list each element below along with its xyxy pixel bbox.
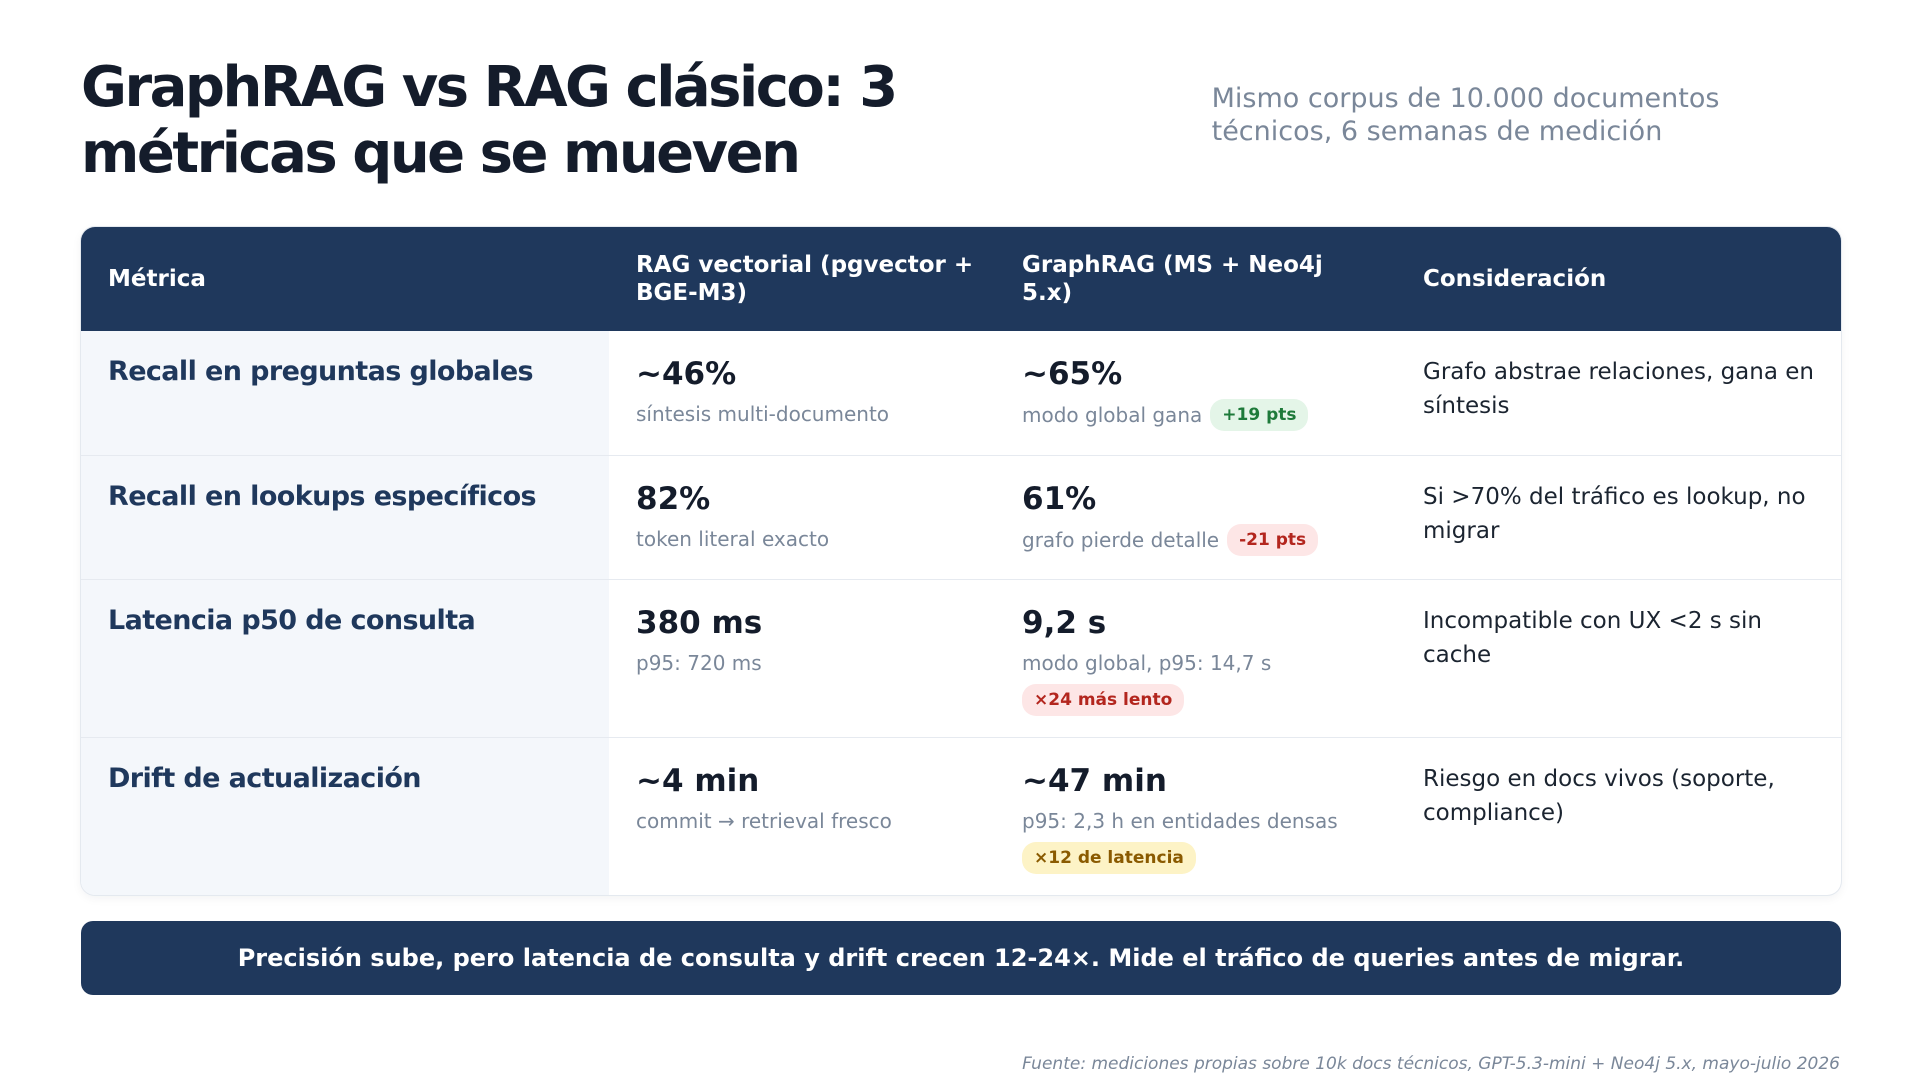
delta-badge: ×24 más lento	[1022, 684, 1185, 716]
consideration-text: Grafo abstrae relaciones, gana en síntes…	[1423, 359, 1814, 419]
graphrag-note: modo global, p95: 14,7 s	[1022, 651, 1272, 675]
rag-cell: ~46% síntesis multi-documento	[609, 331, 995, 455]
graphrag-cell: 9,2 s modo global, p95: 14,7 s ×24 más l…	[995, 580, 1396, 737]
column-header-graphrag: GraphRAG (MS + Neo4j 5.x)	[1022, 252, 1323, 306]
rag-note: p95: 720 ms	[636, 651, 762, 675]
graphrag-cell: 61% grafo pierde detalle -21 pts	[995, 456, 1396, 579]
graphrag-cell: ~65% modo global gana +19 pts	[995, 331, 1396, 455]
consideration-cell: Si >70% del tráfico es lookup, no migrar	[1396, 456, 1841, 579]
rag-cell: ~4 min commit → retrieval fresco	[609, 738, 995, 895]
table-header: Métrica RAG vectorial (pgvector + BGE-M3…	[81, 227, 1841, 331]
rag-cell: 82% token literal exacto	[609, 456, 995, 579]
graphrag-value: 61%	[1022, 481, 1097, 517]
consideration-cell: Riesgo en docs vivos (soporte, complianc…	[1396, 738, 1841, 895]
column-header-consideration: Consideración	[1423, 266, 1607, 292]
conclusion-callout: Precisión sube, pero latencia de consult…	[81, 921, 1841, 995]
metric-name: Recall en lookups específicos	[108, 481, 537, 512]
page-title: GraphRAG vs RAG clásico: 3 métricas que …	[81, 55, 898, 186]
rag-note: commit → retrieval fresco	[636, 809, 892, 833]
rag-value: ~46%	[636, 356, 737, 392]
table-row: Drift de actualización ~4 min commit → r…	[81, 737, 1841, 895]
graphrag-note-line: modo global gana +19 pts	[1022, 399, 1376, 431]
metric-cell: Recall en preguntas globales	[81, 331, 609, 455]
graphrag-cell: ~47 min p95: 2,3 h en entidades densas ×…	[995, 738, 1396, 895]
graphrag-value: ~65%	[1022, 356, 1123, 392]
table-row: Latencia p50 de consulta 380 ms p95: 720…	[81, 579, 1841, 737]
consideration-text: Riesgo en docs vivos (soporte, complianc…	[1423, 766, 1775, 826]
table-row: Recall en lookups específicos 82% token …	[81, 455, 1841, 579]
column-header-metric: Métrica	[108, 266, 206, 292]
consideration-cell: Grafo abstrae relaciones, gana en síntes…	[1396, 331, 1841, 455]
rag-value: 380 ms	[636, 605, 763, 641]
graphrag-value: ~47 min	[1022, 763, 1167, 799]
header: GraphRAG vs RAG clásico: 3 métricas que …	[81, 55, 1841, 187]
column-header-rag: RAG vectorial (pgvector + BGE-M3)	[636, 252, 974, 306]
metric-name: Drift de actualización	[108, 763, 422, 794]
consideration-text: Si >70% del tráfico es lookup, no migrar	[1423, 484, 1806, 544]
rag-cell: 380 ms p95: 720 ms	[609, 580, 995, 737]
metric-cell: Drift de actualización	[81, 738, 609, 895]
graphrag-note: p95: 2,3 h en entidades densas	[1022, 809, 1338, 833]
delta-badge: +19 pts	[1210, 399, 1309, 431]
consideration-text: Incompatible con UX <2 s sin cache	[1423, 608, 1763, 668]
graphrag-note-line: grafo pierde detalle -21 pts	[1022, 524, 1376, 556]
graphrag-note: grafo pierde detalle	[1022, 528, 1220, 552]
table-body: Recall en preguntas globales ~46% síntes…	[81, 331, 1841, 895]
table-row: Recall en preguntas globales ~46% síntes…	[81, 331, 1841, 455]
rag-value: 82%	[636, 481, 711, 517]
metric-name: Latencia p50 de consulta	[108, 605, 476, 636]
rag-value: ~4 min	[636, 763, 760, 799]
graphrag-value: 9,2 s	[1022, 605, 1107, 641]
source-note: Fuente: mediciones propias sobre 10k doc…	[1022, 1054, 1840, 1074]
metric-name: Recall en preguntas globales	[108, 356, 534, 387]
delta-badge: ×12 de latencia	[1022, 842, 1196, 874]
metric-cell: Recall en lookups específicos	[81, 456, 609, 579]
delta-badge: -21 pts	[1227, 524, 1319, 556]
page-subtitle: Mismo corpus de 10.000 documentos técnic…	[1211, 83, 1720, 147]
rag-note: token literal exacto	[636, 527, 830, 551]
rag-note: síntesis multi-documento	[636, 402, 890, 426]
comparison-table: Métrica RAG vectorial (pgvector + BGE-M3…	[81, 227, 1841, 895]
metric-cell: Latencia p50 de consulta	[81, 580, 609, 737]
graphrag-note: modo global gana	[1022, 403, 1203, 427]
consideration-cell: Incompatible con UX <2 s sin cache	[1396, 580, 1841, 737]
